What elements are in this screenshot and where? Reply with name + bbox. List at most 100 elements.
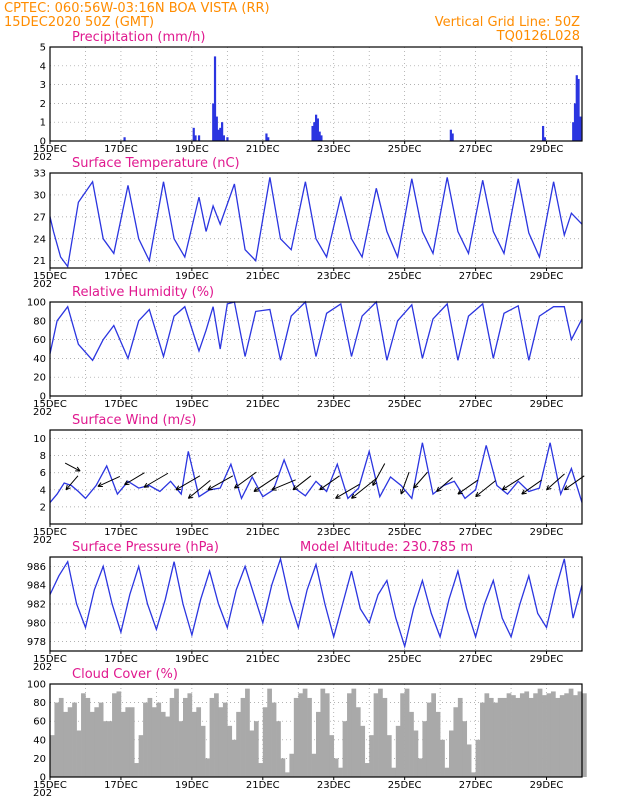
precip-xtick-label: 23DEC	[317, 144, 351, 155]
cloud-bar	[471, 772, 476, 777]
precip-xtick-label: 19DEC	[175, 144, 209, 155]
rh-ytick-label: 40	[33, 354, 46, 365]
wind-ytick-label: 6	[40, 468, 46, 479]
cloud-bar	[528, 697, 534, 777]
wind-xtick-label: 21DEC	[246, 527, 280, 538]
cloud-bar	[568, 688, 574, 777]
cloud-bar	[187, 693, 193, 777]
cloud-bar	[76, 730, 82, 777]
cloud-bar	[400, 693, 405, 777]
wind-ytick-label: 10	[33, 434, 46, 445]
cloud-bar	[564, 693, 569, 777]
cloud-xtick-label: 23DEC	[317, 780, 351, 791]
header-model: TQ0126L028	[496, 29, 580, 44]
cloud-bar	[497, 697, 503, 777]
cloud-bar	[89, 711, 95, 777]
cloud-xtick-label: 25DEC	[388, 780, 422, 791]
cloud-bar	[191, 711, 197, 777]
cloud-bar	[205, 758, 210, 777]
wind-vector-arrow	[372, 463, 386, 486]
temp-series-line	[49, 177, 583, 269]
cloud-bar	[329, 735, 335, 777]
cloud-bar	[218, 707, 224, 777]
cloud-bar	[360, 725, 366, 777]
cloud-bar	[333, 758, 339, 777]
precip-bar	[265, 133, 268, 141]
precip-bar	[226, 137, 229, 141]
cloud-bar	[143, 702, 148, 777]
precip-bar	[572, 122, 575, 141]
cloud-bar	[347, 693, 352, 777]
cloud-bar	[484, 693, 490, 777]
cloud-bar	[542, 695, 547, 777]
precip-bar	[215, 116, 218, 141]
pres-ytick-label: 980	[27, 618, 46, 629]
cloud-bar	[480, 702, 485, 777]
temp-xtick-label: 21DEC	[246, 271, 280, 282]
pres-xtick-label: 29DEC	[530, 654, 564, 665]
precip-bar	[313, 122, 316, 141]
wind-xtick-label: 25DEC	[388, 527, 422, 538]
cloud-bar	[129, 707, 135, 777]
cloud-bar	[98, 702, 104, 777]
precip-xtick-label: 21DEC	[246, 144, 280, 155]
temp-xtick-label: 17DEC	[104, 271, 138, 282]
pres-xtick-label: 27DEC	[459, 654, 493, 665]
wind-vector-arrow	[124, 472, 145, 486]
cloud-bar	[67, 707, 73, 777]
rh-ytick-label: 100	[27, 298, 46, 309]
rh-xtick-label: 17DEC	[104, 399, 138, 410]
cloud-bar	[249, 730, 255, 777]
cloud-bar	[324, 693, 330, 777]
cloud-bar	[338, 767, 343, 777]
pres-model-altitude: Model Altitude: 230.785 m	[300, 540, 473, 555]
precip-frame	[49, 46, 583, 142]
precip-ytick-label: 3	[40, 80, 46, 91]
rh-year-stub: 202	[33, 407, 52, 418]
cloud-bar	[267, 688, 272, 777]
wind-ytick-label: 2	[40, 502, 46, 513]
cloud-bar	[550, 691, 556, 777]
cloud-bar	[107, 721, 113, 777]
cloud-bar	[307, 697, 312, 777]
cloud-bar	[386, 735, 392, 777]
wind-vector-arrow	[233, 471, 257, 489]
rh-ytick-label: 80	[33, 316, 46, 327]
cloud-xtick-label: 17DEC	[104, 780, 138, 791]
rh-panel: 0 20 40 60 80 100 15DEC 17DEC 19DEC 21DEC 23DEC 25D…	[27, 298, 583, 418]
rh-xtick-label: 29DEC	[530, 399, 564, 410]
wind-vector-arrow	[475, 480, 496, 498]
precip-bar	[213, 56, 217, 141]
cloud-bar	[519, 693, 525, 777]
rh-series-line	[49, 300, 583, 362]
cloud-bar	[156, 702, 162, 777]
temp-xtick-label: 15DEC	[33, 271, 67, 282]
precip-ytick-label: 2	[40, 99, 46, 110]
rh-xtick-label: 27DEC	[459, 399, 493, 410]
cloud-bar	[515, 697, 521, 777]
cloud-bar	[559, 695, 565, 777]
rh-ytick-label: 0	[40, 392, 46, 403]
precip-bar	[579, 116, 582, 141]
precip-bar	[222, 135, 225, 141]
pres-series-line	[49, 556, 583, 649]
wind-vector-arrow	[65, 475, 79, 491]
precip-year-stub: 202	[33, 152, 52, 163]
cloud-bar	[165, 716, 170, 777]
rh-xtick-label: 23DEC	[317, 399, 351, 410]
cloud-bar	[72, 702, 77, 777]
precip-bar	[123, 137, 126, 141]
cloud-bar	[582, 693, 587, 777]
cloud-bar	[413, 730, 419, 777]
cloud-bar	[449, 730, 454, 777]
wind-year-stub: 202	[33, 535, 52, 546]
cloud-bar	[112, 693, 117, 777]
header-station: CPTEC: 060:56W-03:16N BOA VISTA (RR)	[4, 1, 270, 16]
pres-panel: 978 980 982 984 986 15DEC 17DEC 19DEC 21DEC 23DEC…	[27, 556, 583, 673]
pres-xtick-label: 21DEC	[246, 654, 280, 665]
cloud-bar	[200, 725, 206, 777]
wind-vector-arrow	[436, 477, 453, 493]
cloud-bar	[94, 707, 100, 777]
pres-title: Surface Pressure (hPa)	[72, 540, 219, 555]
